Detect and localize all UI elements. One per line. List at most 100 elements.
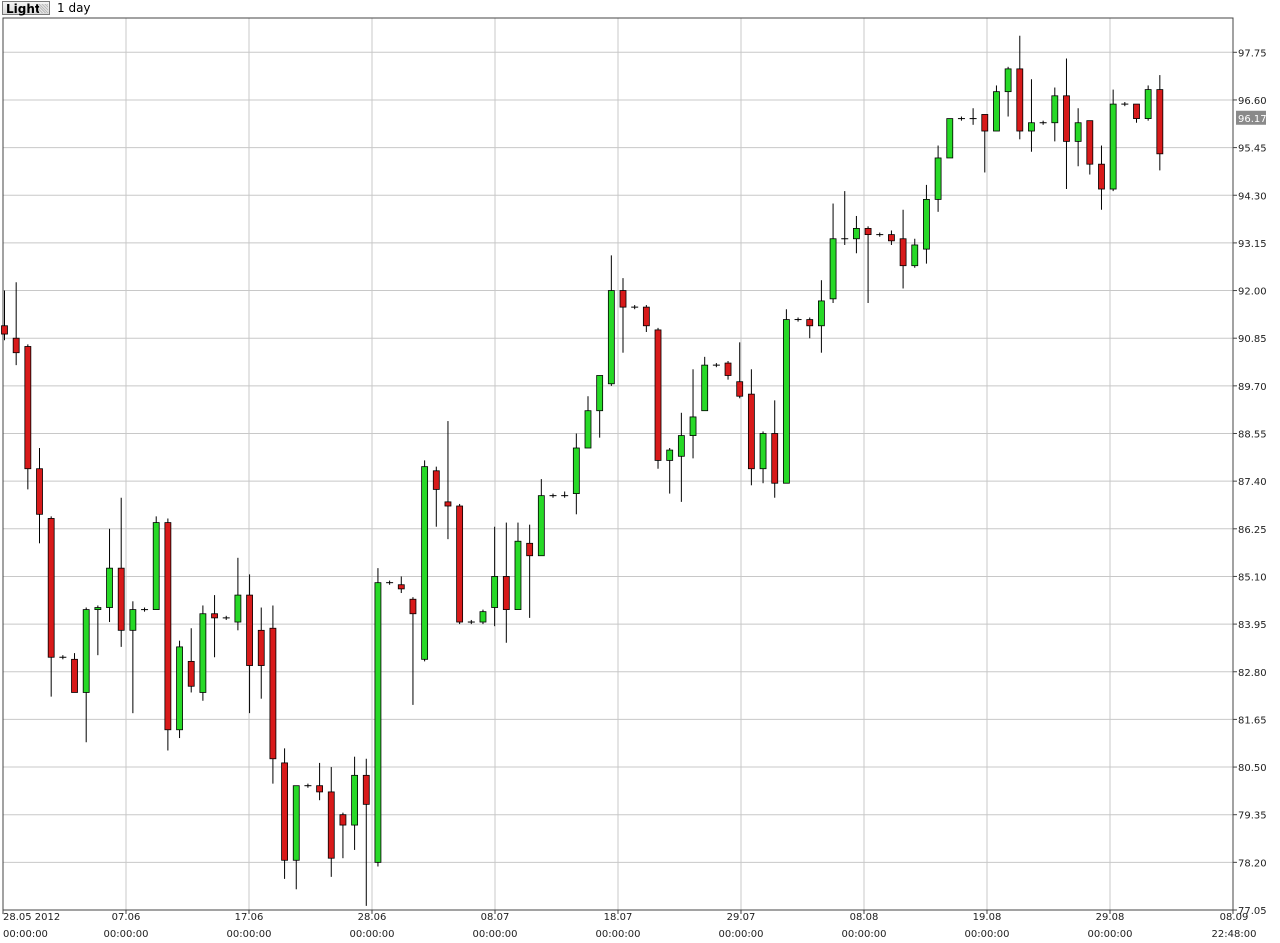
candle <box>759 431 767 484</box>
candle-body-down <box>117 567 125 631</box>
candle <box>701 356 709 412</box>
candle-body-down <box>888 234 895 242</box>
x-tick-date-label: 08.07 <box>481 912 510 923</box>
candle <box>841 191 849 245</box>
candle <box>572 433 580 515</box>
candle <box>596 375 604 438</box>
candle <box>94 605 102 656</box>
candle-body-down <box>211 613 218 619</box>
candles-layer <box>1 35 1164 906</box>
candle <box>467 619 475 625</box>
candle-body-up <box>584 410 592 449</box>
candle-body-down <box>316 785 323 793</box>
candle-body-down <box>736 381 744 397</box>
y-tick-label: 89.70 <box>1238 382 1267 393</box>
y-tick-label: 97.75 <box>1238 48 1267 59</box>
candle <box>59 655 67 660</box>
candle <box>712 363 720 368</box>
candle-body-down <box>456 505 464 623</box>
candle <box>993 85 1000 132</box>
candle <box>549 493 557 498</box>
y-tick-label: 80.50 <box>1238 763 1267 774</box>
x-tick-date-label: 17.06 <box>235 912 264 923</box>
candle <box>397 576 405 594</box>
candle <box>782 309 790 484</box>
candle <box>923 184 930 264</box>
candle <box>456 503 464 625</box>
last-price-marker: 96.17 <box>1236 110 1267 125</box>
candle <box>246 574 253 714</box>
x-tick-time-label: 00:00:00 <box>719 929 764 940</box>
x-tick-time-label: 00:00:00 <box>350 929 395 940</box>
y-tick-label: 94.30 <box>1238 191 1267 202</box>
candle-body-down <box>269 627 277 760</box>
y-tick-label: 83.95 <box>1238 620 1267 631</box>
candle <box>82 607 90 743</box>
candle <box>316 762 323 801</box>
y-tick-label: 82.80 <box>1238 668 1267 679</box>
candle-body-down <box>806 319 814 327</box>
candle <box>351 756 359 850</box>
theme-select-label: Light <box>6 2 41 16</box>
candle-body-up <box>946 118 954 159</box>
candle <box>36 448 43 544</box>
candle <box>957 116 965 121</box>
candle <box>899 209 907 289</box>
y-tick-label: 87.40 <box>1238 477 1267 488</box>
candle-body-down <box>327 791 335 859</box>
candle <box>689 369 697 459</box>
candle <box>374 568 382 867</box>
candle-body-down <box>1133 103 1140 119</box>
candle-body-up <box>818 300 825 327</box>
last-price-box <box>1236 110 1266 125</box>
candle <box>526 524 534 618</box>
candle-body-up <box>701 364 709 412</box>
candle-body-down <box>1 325 8 335</box>
y-tick-label: 77.05 <box>1238 906 1267 917</box>
candle <box>1109 89 1117 192</box>
candle <box>818 280 825 353</box>
candle <box>117 497 125 647</box>
toolbar: Light 1 day <box>0 0 1280 17</box>
candle <box>292 785 300 890</box>
candle <box>304 783 312 788</box>
candle-body-up <box>853 227 860 240</box>
candle-body-up <box>152 522 160 610</box>
candle-body-down <box>339 814 347 826</box>
candle <box>771 400 779 498</box>
x-tick-date-label: 29.07 <box>727 912 756 923</box>
theme-select-button[interactable]: Light <box>2 1 50 16</box>
candle-body-down <box>1063 95 1070 142</box>
candle-body-down <box>36 468 43 515</box>
candle-body-down <box>747 393 755 470</box>
x-tick-date-label: 19.08 <box>973 912 1002 923</box>
candle-body-down <box>724 362 732 376</box>
candle-body-down <box>981 114 989 132</box>
candle <box>187 628 195 693</box>
candle-body-up <box>934 157 942 200</box>
candle-body-down <box>432 470 440 490</box>
x-tick-date-label: 18.07 <box>604 912 633 923</box>
candle-body-up <box>491 576 499 608</box>
candle-body-down <box>502 576 510 610</box>
x-axis: 28.05 2012 00:00:00 07.06 00:00:00 17.06 00:0… <box>2 910 1256 940</box>
candle-body-up <box>1004 68 1012 93</box>
candle <box>1039 120 1047 125</box>
candle-body-up <box>421 466 429 660</box>
candle <box>736 342 744 399</box>
candle <box>491 526 499 627</box>
candle <box>106 528 113 623</box>
candle <box>794 317 802 322</box>
x-tick-time-label: 00:00:00 <box>1088 929 1133 940</box>
candle-body-up <box>537 495 545 557</box>
candle <box>234 557 242 631</box>
candle-body-up <box>689 416 697 436</box>
candle <box>619 278 627 353</box>
period-label[interactable]: 1 day <box>57 1 91 15</box>
x-tick-date-label: 28.05 2012 <box>3 912 60 923</box>
candle <box>71 653 78 693</box>
candle <box>1156 75 1164 171</box>
candle-body-down <box>257 629 265 666</box>
candle <box>1063 58 1070 190</box>
candle <box>642 305 650 332</box>
